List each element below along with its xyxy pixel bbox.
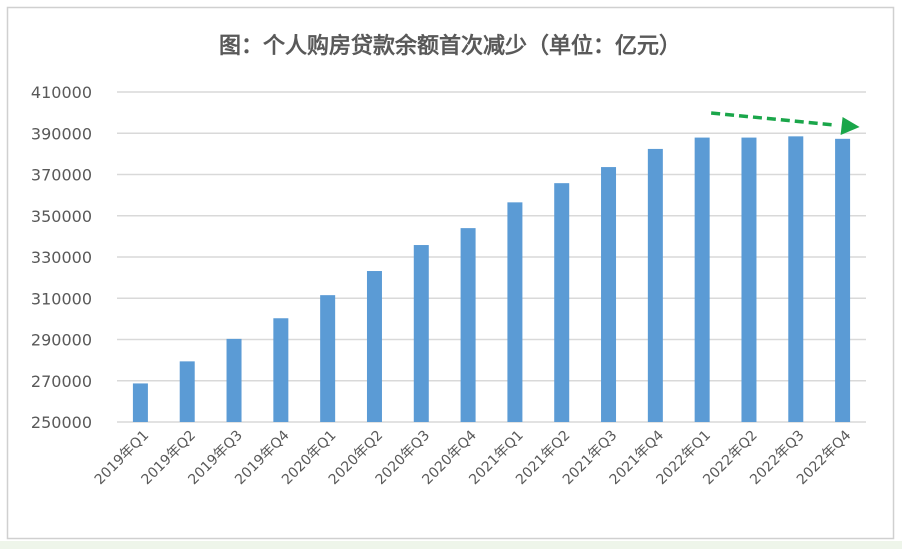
bar	[835, 138, 851, 422]
chart-title: 图：个人购房贷款余额首次减少（单位：亿元）	[219, 33, 681, 59]
y-tick-label: 410000	[31, 83, 92, 102]
y-tick-label: 310000	[31, 289, 92, 308]
bar	[601, 167, 617, 422]
y-tick-label: 390000	[31, 124, 92, 143]
y-tick-label: 270000	[31, 372, 92, 391]
arrow-head-icon	[840, 117, 860, 135]
bar	[741, 137, 757, 423]
bar	[507, 202, 523, 422]
bar	[413, 245, 429, 422]
bar	[179, 361, 195, 422]
y-tick-label: 330000	[31, 248, 92, 267]
y-tick-label: 350000	[31, 207, 92, 226]
y-tick-label: 250000	[31, 413, 92, 432]
bar	[273, 318, 289, 422]
bar	[460, 228, 476, 422]
bar	[366, 271, 382, 422]
bar	[788, 136, 804, 422]
bar	[320, 295, 336, 422]
bar	[132, 383, 148, 422]
bar	[647, 148, 663, 423]
trend-arrow-line	[710, 111, 835, 127]
bar	[554, 183, 570, 422]
bar	[694, 137, 710, 423]
y-tick-label: 370000	[31, 166, 92, 185]
bar	[226, 338, 242, 422]
y-tick-label: 290000	[31, 331, 92, 350]
bottom-strip	[0, 541, 902, 549]
